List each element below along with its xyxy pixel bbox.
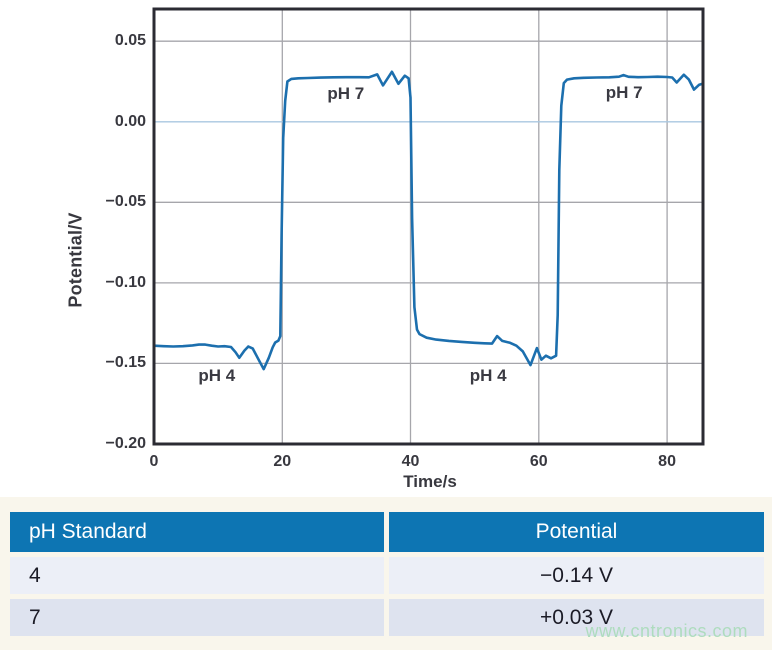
calibration-table: pH Standard Potential 4 −0.14 V 7 +0.03 V — [10, 512, 764, 641]
x-tick-label: 60 — [529, 453, 548, 470]
chart-canvas — [152, 7, 705, 446]
x-tick-label: 0 — [149, 453, 159, 470]
y-tick-label: 0.00 — [114, 112, 146, 130]
table-header-row: pH Standard Potential — [10, 512, 764, 552]
x-tick-label: 20 — [273, 453, 292, 470]
table-body: 4 −0.14 V 7 +0.03 V — [10, 557, 764, 636]
column-header: pH Standard — [10, 512, 384, 552]
x-tick-label: 80 — [658, 453, 676, 470]
table-row: 4 −0.14 V — [10, 557, 764, 594]
y-tick-label: −0.05 — [105, 193, 146, 211]
y-tick-label: −0.10 — [105, 273, 146, 291]
chart-area: Potential/V Time/s 0.05 0.00 −0.05 −0.10 −0.… — [66, 7, 705, 491]
curve-annotation: pH 4 — [198, 366, 236, 386]
signal-line — [152, 70, 705, 371]
ph-standard-cell: 4 — [10, 557, 384, 594]
y-tick-label: 0.05 — [114, 32, 146, 50]
curve-annotation: pH 4 — [469, 366, 507, 386]
curve-annotation: pH 7 — [605, 82, 643, 102]
curve-annotation: pH 7 — [327, 84, 365, 104]
y-tick-label: −0.20 — [105, 435, 146, 452]
plot-border — [152, 7, 705, 446]
y-tick-label: −0.15 — [105, 354, 146, 372]
x-axis-title: Time/s — [403, 472, 457, 491]
table-row: 7 +0.03 V — [10, 599, 764, 636]
potential-cell: +0.03 V — [389, 599, 764, 636]
ph-standard-cell: 7 — [10, 599, 384, 636]
watermark: www.cntronics.com — [585, 621, 748, 641]
x-tick-label: 40 — [401, 453, 420, 470]
potential-cell: −0.14 V — [389, 557, 764, 594]
column-header: Potential — [389, 512, 764, 552]
